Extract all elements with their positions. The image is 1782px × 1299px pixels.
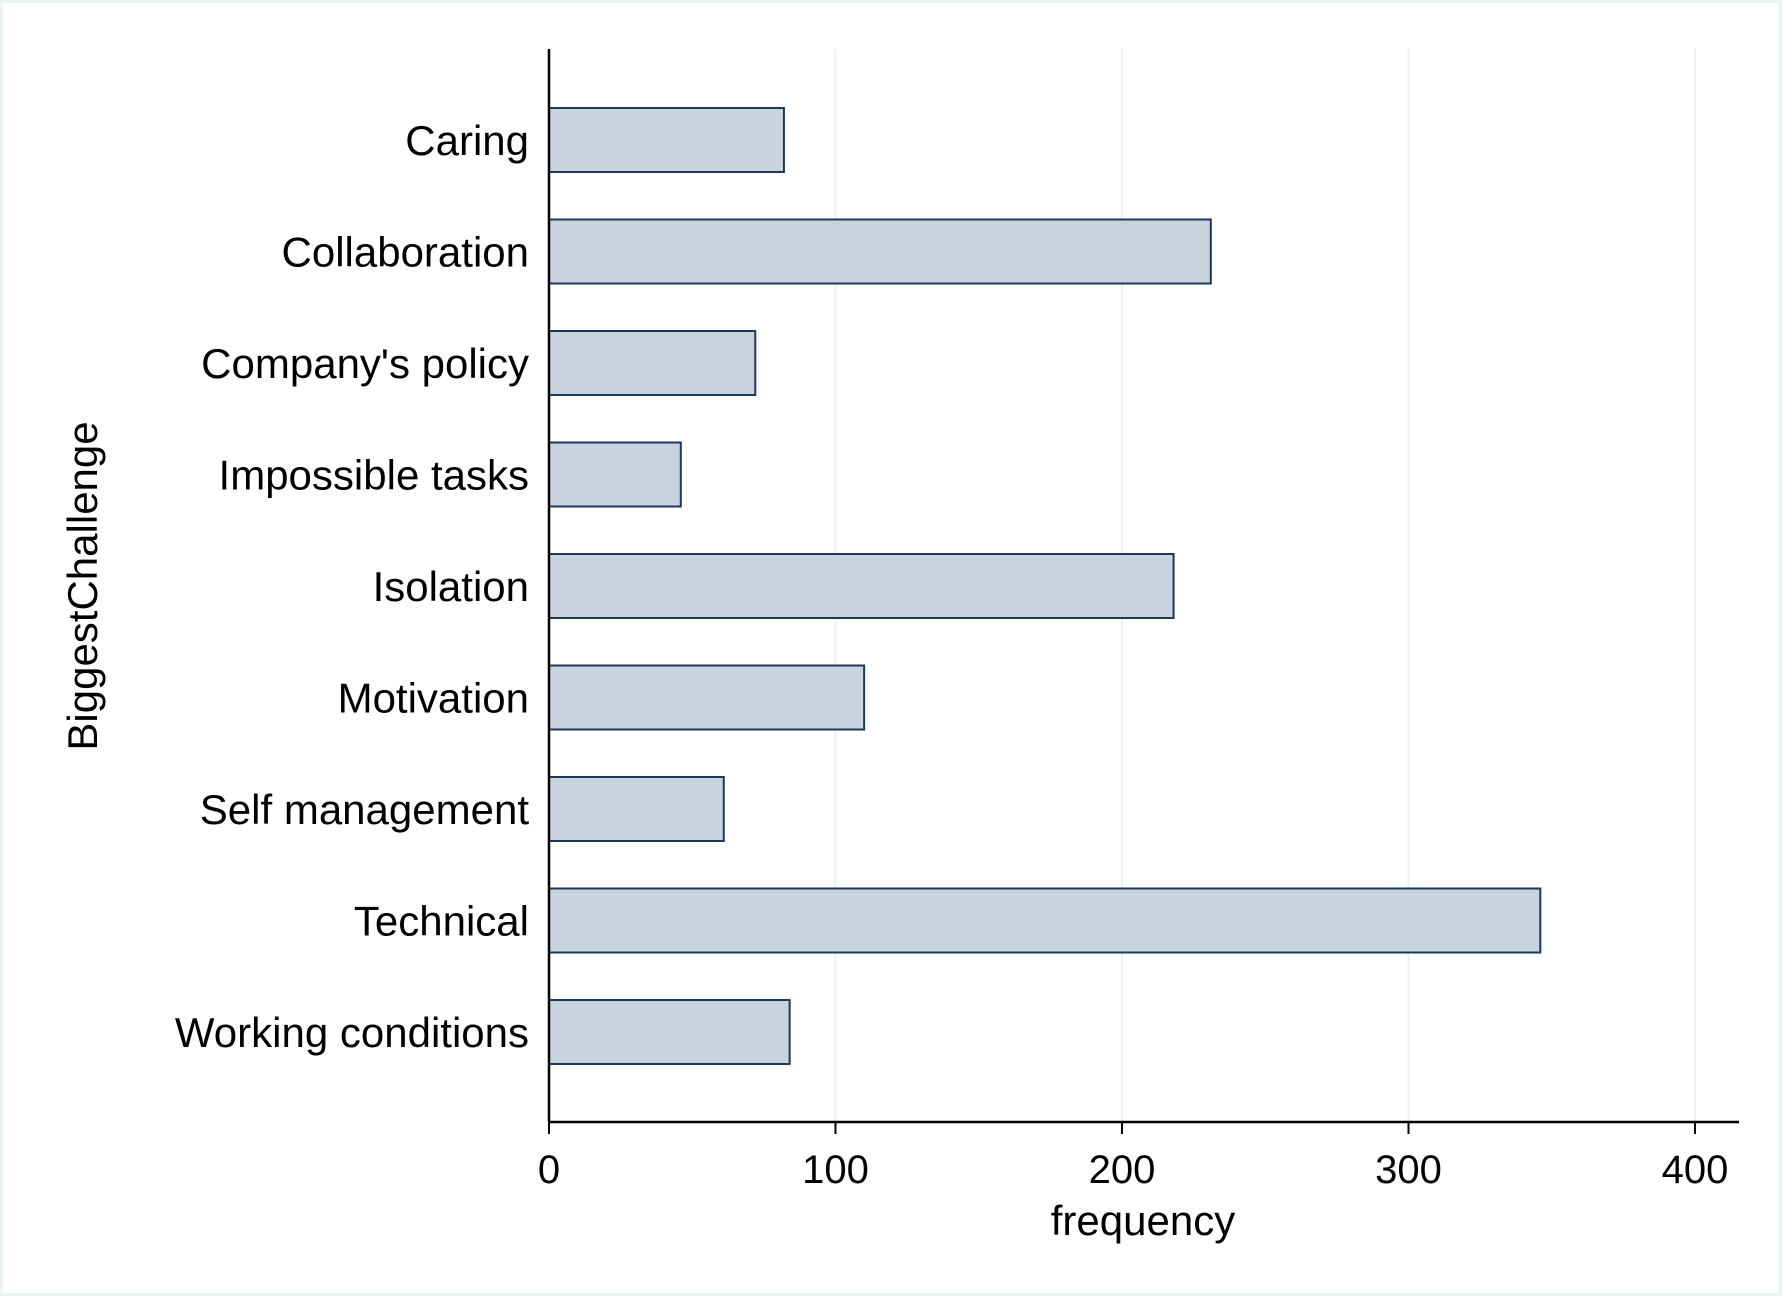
bar — [548, 553, 1175, 619]
bar — [548, 107, 785, 173]
bar-chart: 0 100 200 300 400 Caring Collaboration Company'… — [59, 49, 1739, 1244]
x-tick-label: 100 — [802, 1148, 869, 1192]
bar — [548, 664, 866, 731]
category-label: Self management — [200, 786, 530, 833]
bar — [548, 887, 1542, 954]
bar — [548, 441, 682, 508]
category-label: Caring — [405, 117, 529, 164]
category-label: Company's policy — [201, 340, 529, 387]
category-label: Motivation — [338, 675, 529, 722]
bar — [548, 776, 725, 842]
bars — [548, 107, 1542, 1065]
bar — [548, 999, 791, 1065]
labels: 0 100 200 300 400 Caring Collaboration Company'… — [175, 117, 1728, 1192]
x-tick-label: 200 — [1089, 1148, 1156, 1192]
y-axis-title: BiggestChallenge — [59, 421, 106, 750]
axes — [547, 49, 1739, 1134]
x-axis-title: frequency — [1051, 1197, 1235, 1244]
x-tick-label: 300 — [1375, 1148, 1442, 1192]
bar — [548, 330, 757, 396]
bar — [548, 218, 1212, 285]
x-tick-label: 0 — [538, 1148, 560, 1192]
category-label: Technical — [354, 898, 529, 945]
category-label: Impossible tasks — [219, 452, 529, 499]
x-tick-label: 400 — [1662, 1148, 1729, 1192]
category-label: Working conditions — [175, 1009, 529, 1056]
category-label: Isolation — [373, 563, 529, 610]
category-label: Collaboration — [282, 229, 530, 276]
